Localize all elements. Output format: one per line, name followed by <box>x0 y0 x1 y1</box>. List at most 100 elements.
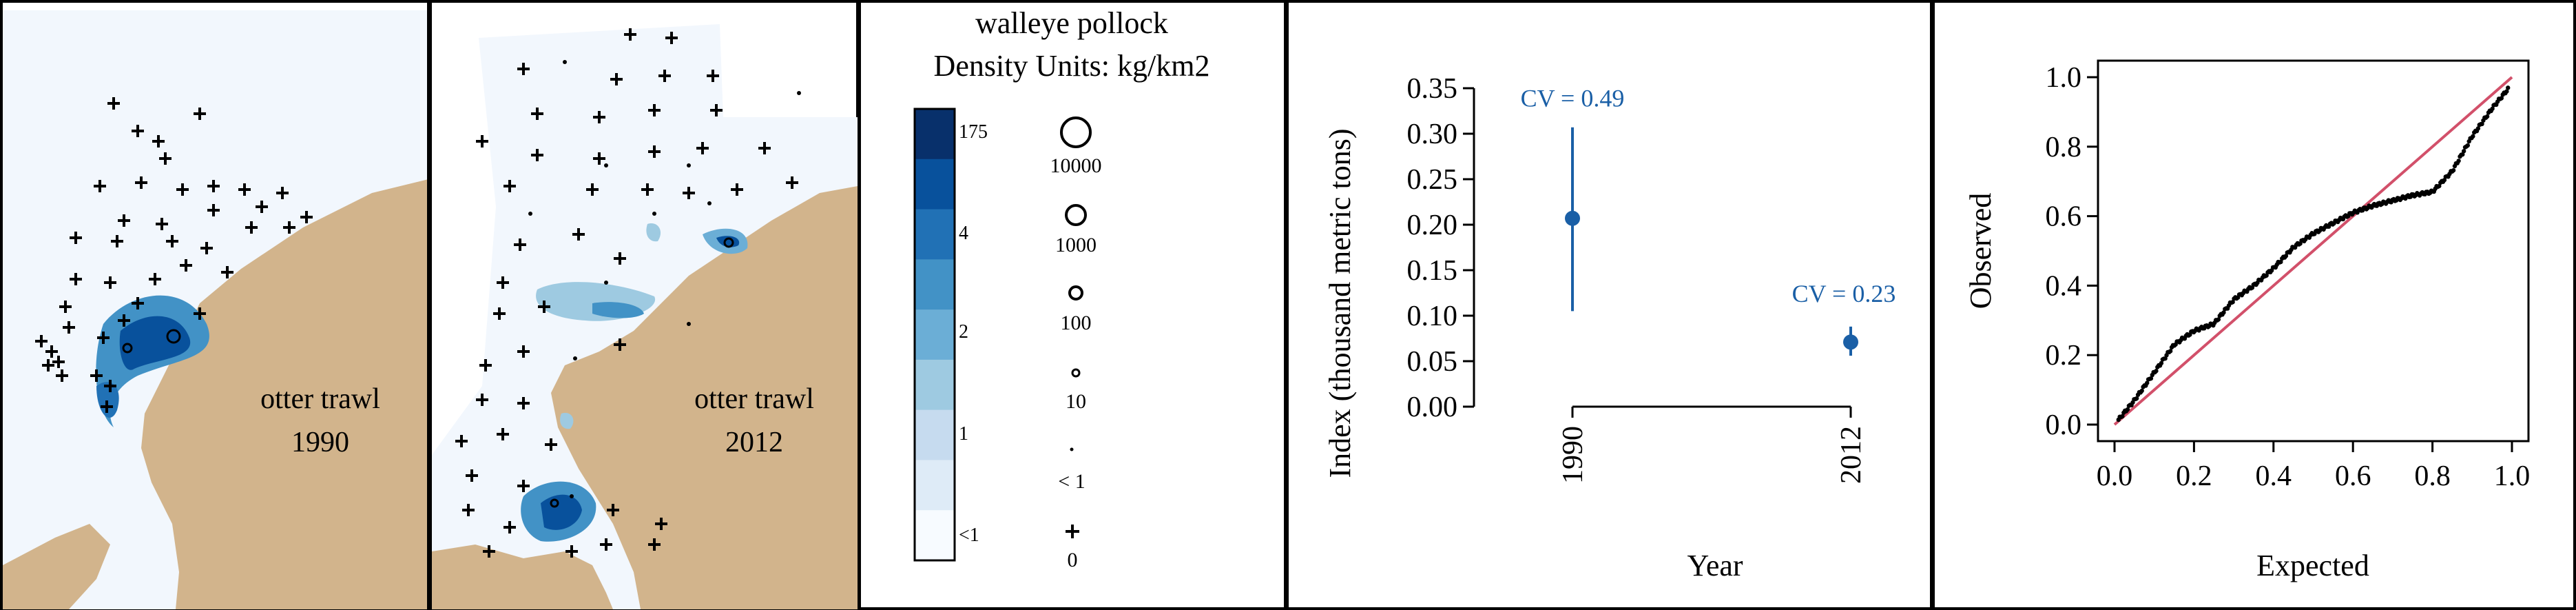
qq-point <box>2499 96 2504 101</box>
station-cross <box>476 135 488 148</box>
color-tick: 175 <box>959 121 988 143</box>
station-cross <box>476 394 488 406</box>
density-hotspot <box>592 302 644 318</box>
ramp-step <box>915 309 955 360</box>
station-dot <box>573 356 577 360</box>
station-cross <box>593 111 605 123</box>
station-cross <box>52 356 65 368</box>
station-cross <box>70 232 82 244</box>
qq-point <box>2159 360 2164 366</box>
size-legend-label: 10 <box>1066 390 1086 413</box>
map-label-line2: 2012 <box>725 427 783 458</box>
qq-point <box>2456 159 2461 163</box>
ramp-step <box>915 460 955 511</box>
station-cross <box>707 70 719 82</box>
station-cross <box>696 142 709 154</box>
station-dot <box>687 322 691 326</box>
qq-point <box>2283 254 2289 258</box>
qq-point <box>2442 178 2447 183</box>
y-axis: 0.00 0.05 0.10 0.15 0.20 0.25 0.30 0.35 <box>1407 73 1475 423</box>
station-cross <box>517 63 530 75</box>
station-cross <box>221 266 233 278</box>
station-dot <box>528 212 532 216</box>
x-axis-label: Year <box>1687 549 1743 582</box>
reference-line <box>2113 76 2513 426</box>
size-legend-circle <box>1068 285 1083 301</box>
station-cross <box>517 397 530 409</box>
y-tick-label: 0.05 <box>1407 346 1458 378</box>
y-axis: 0.0 0.2 0.4 0.6 0.8 1.0 <box>2046 62 2098 441</box>
y-tick-label: 0.20 <box>1407 210 1458 241</box>
station-cross <box>786 176 798 189</box>
station-cross <box>503 521 516 533</box>
qq-point <box>2484 114 2490 119</box>
map-label-line1: otter trawl <box>694 383 814 415</box>
x-tick-label: 0.4 <box>2256 460 2292 492</box>
ramp-step <box>915 359 955 411</box>
station-cross <box>104 380 116 392</box>
qq-point <box>2148 376 2154 381</box>
station-dots <box>528 60 801 498</box>
x-tick-label: 1.0 <box>2494 460 2531 492</box>
station-cross <box>135 176 147 189</box>
station-cross <box>514 238 526 251</box>
land-mass <box>432 545 613 609</box>
map-2012: otter trawl 2012 <box>432 24 858 609</box>
station-cross <box>132 297 144 309</box>
qq-point <box>2139 388 2144 394</box>
station-cross <box>45 345 58 358</box>
land-mass <box>141 179 427 609</box>
land-mass <box>551 186 858 609</box>
size-legend-label: 100 <box>1061 312 1092 334</box>
station-cross <box>166 235 178 247</box>
color-tick: <1 <box>959 525 979 546</box>
qq-point <box>2471 134 2475 139</box>
station-cross <box>238 183 251 196</box>
station-cross <box>648 145 661 158</box>
y-tick-label: 0.30 <box>1407 119 1458 150</box>
station-cross <box>90 369 103 382</box>
qq-chart: 0.0 0.2 0.4 0.6 0.8 1.0 0.0 0.2 0.4 0.6 0.8 1.0 Ex… <box>1964 59 2531 582</box>
index-chart: 0.00 0.05 0.10 0.15 0.20 0.25 0.30 0.35 1990 201… <box>1323 73 1895 582</box>
cv-annotation: CV = 0.23 <box>1792 280 1896 307</box>
station-cross <box>517 345 530 358</box>
size-marker <box>122 343 133 354</box>
ramp-step <box>915 409 955 460</box>
station-cross <box>466 469 478 482</box>
y-tick-label: 0.4 <box>2046 270 2082 302</box>
station-cross <box>245 221 258 234</box>
cv-annotation: CV = 0.49 <box>1521 84 1625 112</box>
map-1990: otter trawl 1990 <box>3 10 427 609</box>
size-marker <box>723 237 734 248</box>
station-dot <box>797 91 801 95</box>
qq-point <box>2490 106 2495 111</box>
station-cross <box>731 183 743 196</box>
station-cross <box>655 518 667 530</box>
station-cross <box>648 538 661 551</box>
y-tick-label: 0.35 <box>1407 73 1458 105</box>
station-cross <box>118 314 130 327</box>
station-cross <box>572 228 585 241</box>
size-legend-circle <box>1065 204 1087 226</box>
y-tick-label: 0.2 <box>2046 340 2082 372</box>
station-dot <box>707 201 711 205</box>
y-tick-label: 0.25 <box>1407 164 1458 196</box>
plot-marks <box>2113 76 2513 426</box>
qq-point <box>2480 121 2484 127</box>
color-tick: 4 <box>959 223 968 244</box>
station-cross <box>758 142 771 154</box>
station-cross <box>455 435 468 447</box>
color-tick: 1 <box>959 423 968 445</box>
qq-point <box>2460 152 2465 157</box>
station-cross <box>624 28 636 41</box>
station-cross <box>545 438 557 451</box>
station-cross <box>56 369 68 382</box>
map-label-line2: 1990 <box>291 427 349 458</box>
plot-frame <box>2097 59 2530 443</box>
y-tick-label: 0.0 <box>2046 409 2082 441</box>
station-cross <box>493 307 506 320</box>
station-cross <box>118 214 130 227</box>
qq-point <box>2506 85 2511 90</box>
station-crosses <box>35 97 313 413</box>
